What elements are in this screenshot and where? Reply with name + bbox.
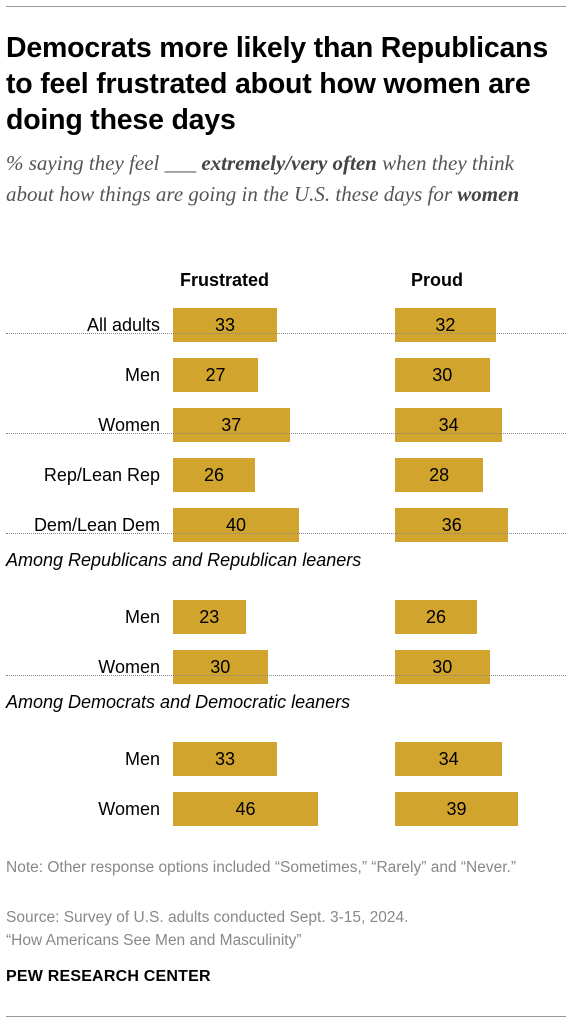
bar-proud (395, 458, 484, 492)
row-label: Men (124, 749, 160, 769)
data-label: 26 (425, 607, 446, 627)
data-label: 23 (199, 607, 220, 627)
data-label: 39 (446, 799, 467, 819)
pew-logo: PEW RESEARCH CENTER (6, 968, 211, 985)
data-label: 30 (210, 657, 231, 677)
column-header-proud: Proud (411, 270, 463, 290)
subtitle-emphasis-women: women (457, 182, 520, 206)
group-divider (6, 533, 566, 534)
data-label: 34 (438, 749, 459, 769)
bar-proud (395, 358, 490, 392)
section-heading: Among Democrats and Democratic leaners (6, 692, 351, 712)
bottom-rule (6, 1016, 566, 1017)
bar-frustrated (173, 792, 318, 826)
row-label: Men (124, 607, 160, 627)
data-label: 32 (435, 315, 456, 335)
data-label: 40 (226, 515, 247, 535)
group-divider (6, 433, 566, 434)
bar-proud (395, 408, 503, 442)
row-label: Rep/Lean Rep (43, 465, 160, 485)
bar-frustrated (173, 508, 300, 542)
group-divider (6, 333, 566, 334)
data-label: 27 (205, 365, 226, 385)
bar-proud (395, 792, 518, 826)
row-label: Women (98, 657, 160, 677)
subtitle-prefix: % saying they feel ___ (6, 151, 202, 175)
bar-proud (395, 742, 503, 776)
data-label: 30 (432, 365, 453, 385)
section-heading: Among Republicans and Republican leaners (6, 550, 362, 570)
data-label: 26 (203, 465, 224, 485)
row-label: All adults (86, 315, 160, 335)
chart-subtitle: % saying they feel ___ extremely/very of… (6, 148, 566, 210)
data-label: 28 (429, 465, 450, 485)
row-label: Men (124, 365, 160, 385)
data-label: 46 (235, 799, 256, 819)
report-title: “How Americans See Men and Masculinity” (6, 932, 302, 949)
subtitle-emphasis: extremely/very often (201, 151, 377, 175)
row-label: Women (98, 415, 160, 435)
row-label: Dem/Lean Dem (33, 515, 160, 535)
chart-title: Democrats more likely than Republicans t… (6, 32, 548, 136)
bar-frustrated (173, 742, 278, 776)
data-label: 36 (441, 515, 462, 535)
bar-proud (395, 308, 496, 342)
footnote: Note: Other response options included “S… (6, 859, 516, 876)
data-label: 33 (214, 749, 236, 769)
data-label: 34 (438, 415, 459, 435)
data-label: 33 (214, 315, 236, 335)
subtitle-middle: when they think about how things are goi… (6, 151, 514, 206)
bar-frustrated (173, 458, 255, 492)
row-label: Women (98, 799, 160, 819)
bar-frustrated (173, 600, 246, 634)
group-divider (6, 675, 566, 676)
bar-proud (395, 650, 490, 684)
bar-proud (395, 600, 477, 634)
bar-frustrated (173, 308, 278, 342)
source-line: Source: Survey of U.S. adults conducted … (6, 909, 409, 926)
data-label: 37 (221, 415, 242, 435)
bar-frustrated (173, 408, 290, 442)
data-label: 30 (432, 657, 453, 677)
top-rule (6, 6, 566, 7)
column-header-frustrated: Frustrated (180, 270, 270, 290)
bar-frustrated (173, 650, 268, 684)
bar-frustrated (173, 358, 259, 392)
bar-proud (395, 508, 509, 542)
source-note: Source: Survey of U.S. adults conducted … (6, 906, 566, 952)
